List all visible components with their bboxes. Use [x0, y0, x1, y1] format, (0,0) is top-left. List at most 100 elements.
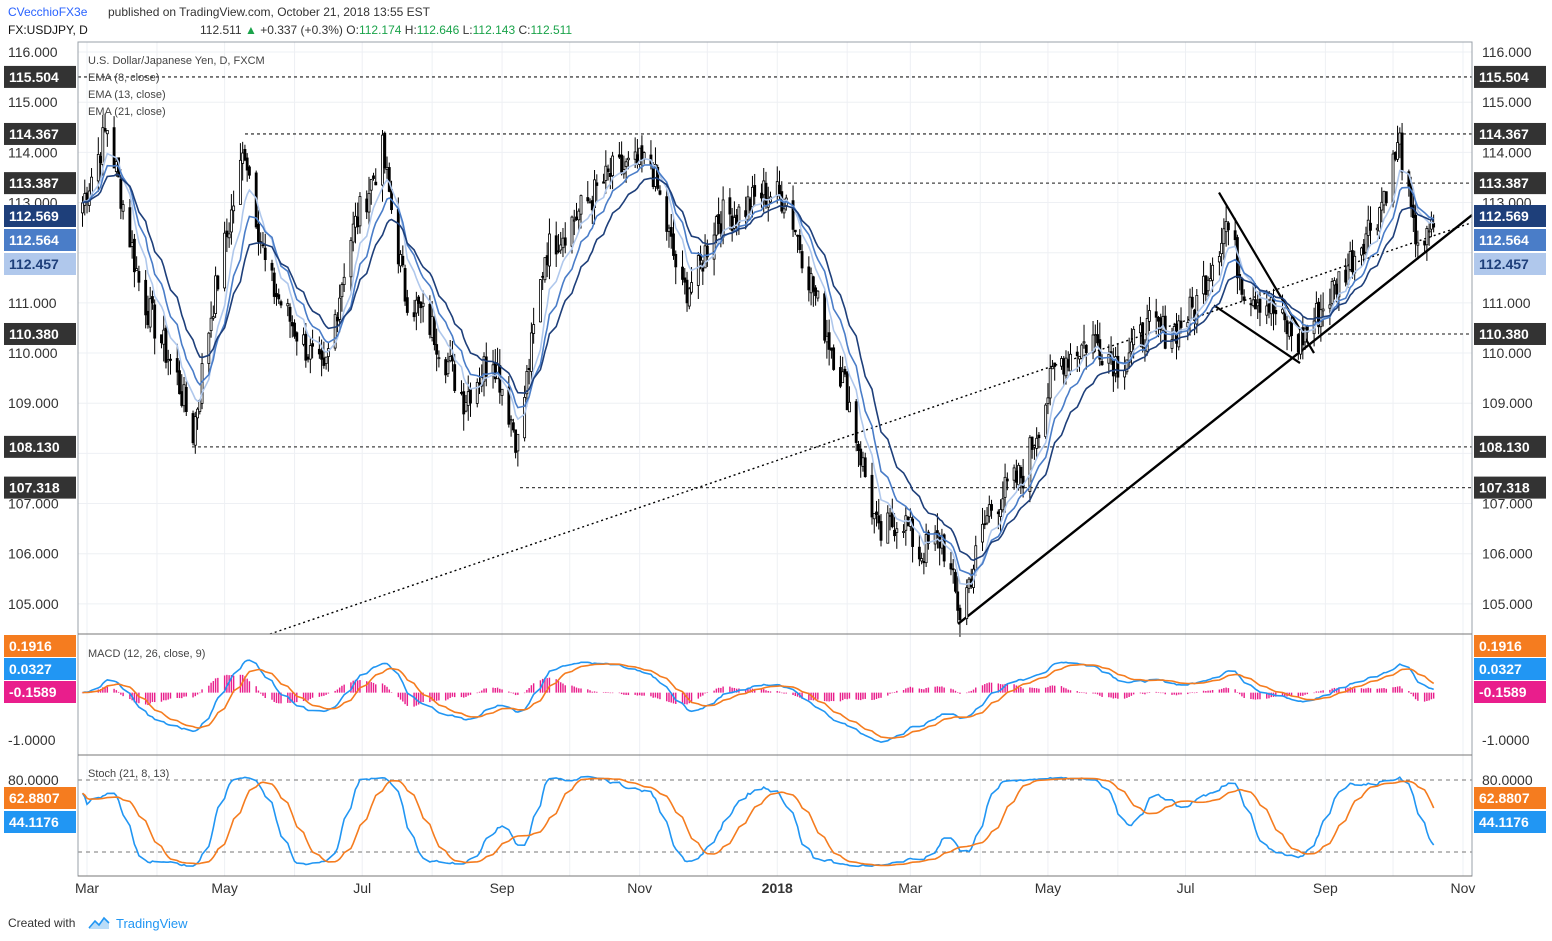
macd-histogram-bar	[1408, 691, 1410, 693]
candle-body	[586, 197, 590, 202]
candle-body	[764, 182, 768, 205]
macd-histogram-bar	[846, 692, 848, 700]
price-badge-bg	[1474, 122, 1546, 145]
macd-histogram-bar	[1399, 686, 1401, 693]
macd-histogram-bar	[194, 692, 197, 697]
macd-histogram-bar	[264, 692, 266, 698]
tradingview-link[interactable]: TradingView	[116, 916, 188, 931]
candle-body	[430, 315, 434, 338]
macd-histogram-bar	[1344, 688, 1347, 693]
author-link[interactable]: CVecchioFX3e	[8, 5, 88, 19]
candle-body	[509, 419, 513, 422]
macd-histogram-bar	[273, 692, 275, 702]
macd-histogram-bar	[781, 692, 783, 694]
candle-body	[166, 359, 170, 362]
candle-body	[1100, 361, 1104, 366]
candle-body	[886, 512, 890, 544]
macd-histogram-bar	[1207, 690, 1209, 693]
candle-body	[462, 391, 466, 415]
candle-body	[1069, 353, 1072, 372]
candle-body	[990, 504, 993, 511]
macd-histogram-bar	[492, 687, 494, 693]
candle-body	[685, 279, 689, 304]
candle-body	[1233, 230, 1237, 241]
candle-body	[1195, 295, 1199, 325]
candle-body	[1093, 334, 1097, 337]
macd-histogram-bar	[1110, 692, 1112, 698]
candle-body	[119, 178, 123, 209]
macd-histogram-bar	[765, 690, 767, 693]
pane-borders	[77, 41, 1473, 877]
candle-body	[1330, 281, 1334, 304]
macd-histogram-bar	[911, 687, 914, 693]
macd-histogram-bar	[1049, 685, 1051, 693]
macd-histogram-bar	[1313, 692, 1315, 694]
macd-histogram-bar	[956, 692, 959, 694]
level-badge-right: 107.318	[1474, 476, 1546, 499]
candle-body	[419, 301, 423, 309]
candle-body	[1064, 357, 1068, 377]
macd-histogram-bar	[571, 685, 573, 693]
candle-body	[338, 297, 342, 320]
candle-body	[335, 316, 339, 322]
macd-histogram-bar	[201, 689, 203, 693]
candle-body	[1208, 278, 1212, 282]
candle-body	[105, 130, 109, 135]
macd-histogram-bar	[1205, 690, 1207, 693]
candle-body	[514, 429, 518, 453]
candle-body	[1062, 358, 1066, 375]
candle-body	[902, 531, 905, 533]
macd-histogram-bar	[918, 688, 921, 693]
macd-histogram-bar	[713, 690, 715, 693]
macd-histogram-bar	[81, 692, 84, 694]
candle-body	[1030, 436, 1034, 450]
candle-body	[814, 287, 818, 297]
macd-histogram-bar	[280, 692, 282, 704]
macd-histogram-bar	[848, 692, 851, 699]
candle-body	[358, 196, 362, 227]
macd-histogram-bar	[720, 687, 722, 693]
price-badge-bg	[4, 635, 76, 657]
macd-histogram-bar	[575, 687, 578, 693]
candle-body	[1378, 207, 1381, 232]
candle-body	[209, 317, 213, 332]
candle-body	[385, 166, 389, 170]
candle-body	[728, 197, 732, 215]
candle-body	[525, 371, 529, 395]
change-arrow-icon: ▲	[244, 23, 257, 37]
candle-body	[956, 591, 960, 611]
candle-body	[507, 386, 511, 425]
macd-histogram-bar	[169, 692, 172, 699]
macd-histogram-bar	[620, 692, 623, 695]
candle-body	[286, 303, 290, 307]
candle-body	[128, 207, 132, 248]
candle-body	[841, 371, 845, 384]
candle-body	[602, 181, 605, 184]
macd-histogram-bar	[404, 692, 406, 705]
candle-body	[232, 205, 236, 212]
candle-body	[248, 166, 251, 176]
macd-y-tick-right: -1.0000	[1482, 732, 1530, 748]
macd-histogram-bar	[1236, 692, 1239, 693]
macd-histogram-bar	[1396, 686, 1399, 693]
candle-body	[1005, 478, 1009, 482]
macd-histogram-bar	[354, 679, 357, 693]
candle-body	[778, 184, 781, 195]
macd-histogram-bar	[115, 690, 118, 693]
candle-body	[983, 523, 987, 526]
candle-body	[1053, 362, 1057, 367]
macd-histogram-bar	[1130, 692, 1133, 696]
macd-histogram-bar	[832, 692, 835, 702]
macd-histogram-bar	[1178, 692, 1180, 695]
macd-histogram-bar	[855, 692, 857, 700]
candle-body	[651, 167, 655, 188]
candle-body	[606, 168, 610, 172]
macd-histogram-bar	[814, 692, 817, 701]
candle-body	[672, 233, 675, 256]
candle-body	[1060, 358, 1063, 367]
macd-histogram-bar	[1033, 688, 1036, 693]
macd-histogram-bar	[185, 692, 187, 697]
candle-body	[861, 457, 865, 467]
candle-body	[288, 306, 292, 322]
